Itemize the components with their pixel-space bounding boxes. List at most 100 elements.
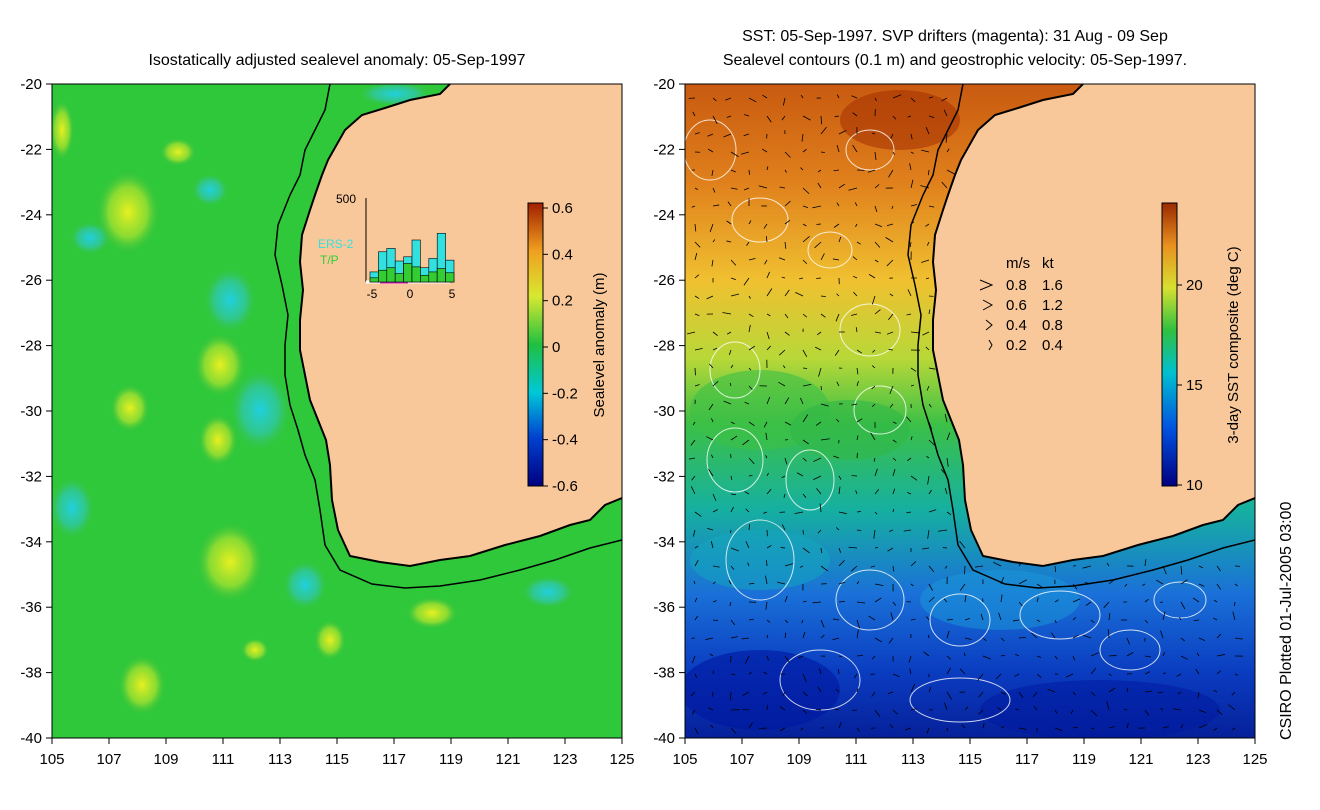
lon-tick-label: 107 [96, 751, 121, 768]
colorbar-tick-label: 0.2 [552, 293, 573, 310]
sst-colorbar-ticks: 20 15 10 [1177, 277, 1203, 494]
lon-tick-label: 125 [609, 751, 634, 768]
geostrophic-velocity-vectors [686, 94, 1244, 735]
colorbar-tick-label: 0 [552, 339, 560, 356]
right-panel-title-line2: Sealevel contours (0.1 m) and geostrophi… [722, 52, 1188, 69]
velocity-legend-arrow [982, 299, 994, 311]
lat-tick-label: -32 [20, 468, 42, 485]
colorbar-tick-label: 0.6 [552, 200, 573, 217]
sst-coastline [931, 84, 1255, 568]
lon-tick-label: 113 [901, 751, 925, 768]
sla-colorbar-label: Sealevel anomaly (m) [591, 272, 608, 417]
lat-tick-label: -36 [653, 599, 675, 616]
colorbar-tick-label: 10 [1186, 477, 1203, 494]
lat-tick-label: -28 [20, 338, 42, 355]
lat-tick-label: -26 [20, 272, 42, 289]
sla-lon-axis: 105 107 109 111 113 115 117 119 121 123 125 [39, 738, 635, 768]
lat-tick-label: -24 [20, 207, 42, 224]
lat-tick-label: -34 [653, 534, 675, 551]
histogram-bar-tp [445, 272, 455, 283]
histogram-x-label-5: 5 [449, 287, 456, 301]
velocity-legend-arrow [985, 319, 993, 331]
velocity-legend-ms: 0.2 [1006, 337, 1027, 354]
histogram-bar-tp [436, 268, 446, 283]
sla-colorbar-ticks: 0.6 0.4 0.2 0 -0.2 -0.4 -0.6 [543, 200, 578, 495]
velocity-legend-kt: 1.6 [1042, 277, 1063, 294]
colorbar-tick-label: 15 [1186, 377, 1203, 394]
lat-tick-label: -22 [653, 141, 675, 158]
sst-lat-axis: -20 -22 -24 -26 -28 -30 -32 -34 -36 -38 -40 [653, 76, 685, 747]
histogram-x-label-0: 0 [407, 287, 414, 301]
velocity-legend-ms: 0.8 [1006, 277, 1027, 294]
lon-tick-label: 111 [212, 751, 235, 768]
lon-tick-label: 117 [1015, 751, 1039, 768]
lat-tick-label: -30 [20, 403, 42, 420]
lat-tick-label: -28 [653, 338, 675, 355]
colorbar-tick-label: 20 [1186, 277, 1203, 294]
lon-tick-label: 105 [672, 751, 697, 768]
credit-text: CSIRO Plotted 01-Jul-2005 03:00 [1278, 501, 1295, 740]
lat-tick-label: -40 [20, 730, 42, 747]
lon-tick-label: 105 [39, 751, 64, 768]
lat-tick-label: -24 [653, 207, 675, 224]
histogram-legend-tp: T/P [320, 253, 339, 267]
lon-tick-label: 117 [382, 751, 406, 768]
velocity-legend-ms: 0.4 [1006, 317, 1027, 334]
lat-tick-label: -38 [20, 665, 42, 682]
lat-tick-label: -26 [653, 272, 675, 289]
lon-tick-label: 109 [153, 751, 178, 768]
sealevel-contours [685, 119, 1207, 723]
lon-tick-label: 113 [268, 751, 292, 768]
lon-tick-label: 111 [845, 751, 868, 768]
lat-tick-label: -20 [653, 76, 675, 93]
velocity-legend-kt: 0.4 [1042, 337, 1063, 354]
colorbar-tick-label: 0.4 [552, 246, 573, 263]
sla-shelf-contour [274, 84, 622, 589]
velocity-legend-arrow [979, 279, 994, 291]
histogram-legend-ers2: ERS-2 [318, 237, 354, 251]
lat-tick-label: -40 [653, 730, 675, 747]
lat-tick-label: -20 [20, 76, 42, 93]
lon-tick-label: 115 [958, 751, 982, 768]
histogram-ymax-label: 500 [336, 192, 356, 206]
sla-anomaly-blobs [52, 84, 574, 715]
sst-colorbar-label: 3-day SST composite (deg C) [1225, 246, 1242, 443]
sla-lat-axis: -20 -22 -24 -26 -28 -30 -32 -34 -36 -38 -40 [20, 76, 52, 747]
left-panel-title: Isostatically adjusted sealevel anomaly:… [148, 52, 526, 69]
sst-shelf-contour [907, 84, 1255, 589]
lon-tick-label: 109 [786, 751, 811, 768]
histogram-bar-tp [428, 271, 438, 283]
histogram-bar-tp [378, 269, 388, 283]
lon-tick-label: 123 [1185, 751, 1210, 768]
colorbar-tick-label: -0.4 [552, 432, 578, 449]
lat-tick-label: -22 [20, 141, 42, 158]
lon-tick-label: 125 [1242, 751, 1267, 768]
lon-tick-label: 107 [729, 751, 754, 768]
sampling-histogram: 500 ERS-2 T/P -5 0 5 [318, 192, 456, 301]
sla-coastline [298, 84, 622, 568]
histogram-x-label-neg5: -5 [367, 287, 378, 301]
velocity-legend-ms: 0.6 [1006, 297, 1027, 314]
right-panel-title-line1: SST: 05-Sep-1997. SVP drifters (magenta)… [742, 28, 1168, 45]
velocity-legend-kt: 1.2 [1042, 297, 1063, 314]
histogram-bar-tp [394, 273, 404, 283]
velocity-legend: m/s kt 0.8 1.6 0.6 1.2 0.4 0.8 0.2 0.4 [979, 255, 1063, 354]
lon-tick-label: 115 [325, 751, 349, 768]
colorbar-tick-label: -0.2 [552, 385, 578, 402]
velocity-legend-kt: 0.8 [1042, 317, 1063, 334]
velocity-legend-header-kt: kt [1042, 255, 1055, 272]
velocity-legend-header-ms: m/s [1006, 255, 1030, 272]
histogram-bar-tp [403, 263, 413, 283]
lon-tick-label: 121 [1128, 751, 1153, 768]
histogram-bar-tp [386, 267, 396, 283]
velocity-legend-arrow [988, 339, 993, 351]
lat-tick-label: -36 [20, 599, 42, 616]
colorbar-tick-label: -0.6 [552, 478, 578, 495]
histogram-bar-tp [420, 274, 430, 283]
histogram-bar-tp [411, 266, 421, 283]
sst-lon-axis: 105 107 109 111 113 115 117 119 121 123 125 [672, 738, 1268, 768]
lat-tick-label: -32 [653, 468, 675, 485]
lat-tick-label: -38 [653, 665, 675, 682]
sst-colorbar [1161, 202, 1178, 487]
sst-land [933, 84, 1255, 566]
